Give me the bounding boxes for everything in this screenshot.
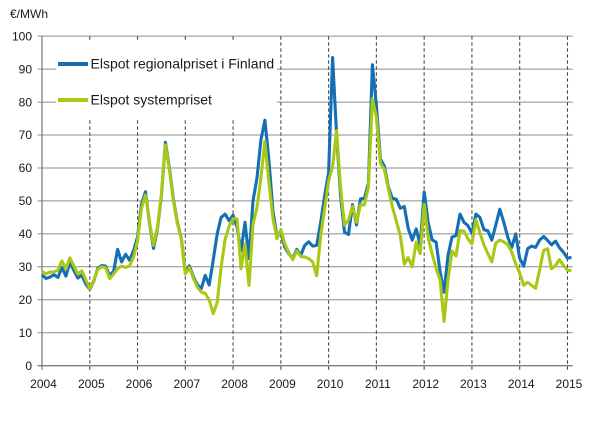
svg-text:2011: 2011 bbox=[365, 377, 391, 391]
svg-text:2014: 2014 bbox=[508, 377, 535, 391]
svg-text:10: 10 bbox=[19, 326, 33, 340]
svg-text:80: 80 bbox=[19, 95, 33, 109]
svg-text:70: 70 bbox=[19, 128, 33, 142]
svg-text:50: 50 bbox=[19, 194, 33, 208]
svg-text:2008: 2008 bbox=[221, 377, 248, 391]
svg-text:2005: 2005 bbox=[78, 377, 105, 391]
svg-text:€/MWh: €/MWh bbox=[10, 7, 48, 21]
svg-text:2010: 2010 bbox=[317, 377, 344, 391]
svg-text:0: 0 bbox=[25, 359, 32, 373]
svg-text:90: 90 bbox=[19, 62, 33, 76]
svg-text:2013: 2013 bbox=[460, 377, 487, 391]
svg-text:20: 20 bbox=[19, 293, 33, 307]
svg-text:100: 100 bbox=[12, 29, 32, 43]
svg-text:Elspot systempriset: Elspot systempriset bbox=[91, 92, 212, 108]
svg-text:2007: 2007 bbox=[173, 377, 200, 391]
svg-text:40: 40 bbox=[19, 227, 33, 241]
svg-text:Elspot regionalpriset i Finlan: Elspot regionalpriset i Finland bbox=[91, 56, 275, 72]
svg-text:60: 60 bbox=[19, 161, 33, 175]
svg-text:2006: 2006 bbox=[126, 377, 153, 391]
svg-text:2009: 2009 bbox=[269, 377, 296, 391]
svg-text:2004: 2004 bbox=[30, 377, 57, 391]
svg-text:2015: 2015 bbox=[556, 377, 583, 391]
svg-text:2012: 2012 bbox=[412, 377, 439, 391]
svg-text:30: 30 bbox=[19, 260, 33, 274]
